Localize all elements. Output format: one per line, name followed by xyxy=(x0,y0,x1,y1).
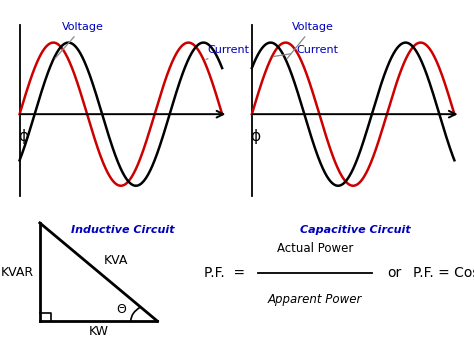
Text: Voltage: Voltage xyxy=(287,22,334,58)
Text: Current: Current xyxy=(273,45,338,56)
Text: Apparent Power: Apparent Power xyxy=(267,293,362,306)
Text: Inductive Circuit: Inductive Circuit xyxy=(72,225,175,235)
Text: P.F.  =: P.F. = xyxy=(204,266,245,280)
Text: Current: Current xyxy=(206,45,250,60)
Text: Voltage: Voltage xyxy=(55,22,104,58)
Text: or: or xyxy=(387,266,401,280)
Text: ϕ: ϕ xyxy=(250,129,260,144)
Text: KVAR: KVAR xyxy=(0,266,34,278)
Text: KW: KW xyxy=(89,325,109,338)
Text: Capacitive Circuit: Capacitive Circuit xyxy=(300,225,411,235)
Text: P.F. = CosΘ: P.F. = CosΘ xyxy=(412,266,474,280)
Text: Θ: Θ xyxy=(117,303,126,316)
Text: KVA: KVA xyxy=(103,254,128,267)
Text: ϕ: ϕ xyxy=(18,129,28,144)
Text: Actual Power: Actual Power xyxy=(276,242,353,255)
